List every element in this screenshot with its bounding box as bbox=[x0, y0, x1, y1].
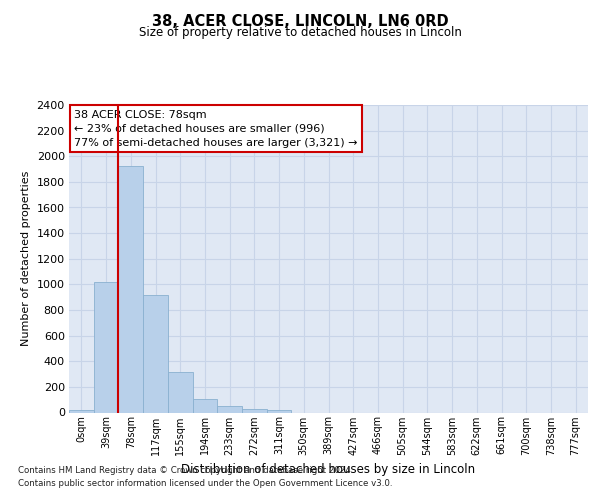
Text: 38 ACER CLOSE: 78sqm
← 23% of detached houses are smaller (996)
77% of semi-deta: 38 ACER CLOSE: 78sqm ← 23% of detached h… bbox=[74, 110, 358, 148]
Bar bbox=[193, 398, 217, 412]
Text: Size of property relative to detached houses in Lincoln: Size of property relative to detached ho… bbox=[139, 26, 461, 39]
Bar bbox=[168, 372, 193, 412]
Bar bbox=[242, 408, 267, 412]
Bar bbox=[143, 294, 168, 412]
Bar bbox=[69, 410, 94, 412]
Text: Contains public sector information licensed under the Open Government Licence v3: Contains public sector information licen… bbox=[18, 479, 392, 488]
Text: 38, ACER CLOSE, LINCOLN, LN6 0RD: 38, ACER CLOSE, LINCOLN, LN6 0RD bbox=[152, 14, 448, 29]
Y-axis label: Number of detached properties: Number of detached properties bbox=[21, 171, 31, 346]
Bar bbox=[94, 282, 118, 412]
Bar bbox=[118, 166, 143, 412]
Bar bbox=[217, 406, 242, 412]
Text: Contains HM Land Registry data © Crown copyright and database right 2024.: Contains HM Land Registry data © Crown c… bbox=[18, 466, 353, 475]
Bar bbox=[267, 410, 292, 412]
X-axis label: Distribution of detached houses by size in Lincoln: Distribution of detached houses by size … bbox=[181, 463, 476, 476]
